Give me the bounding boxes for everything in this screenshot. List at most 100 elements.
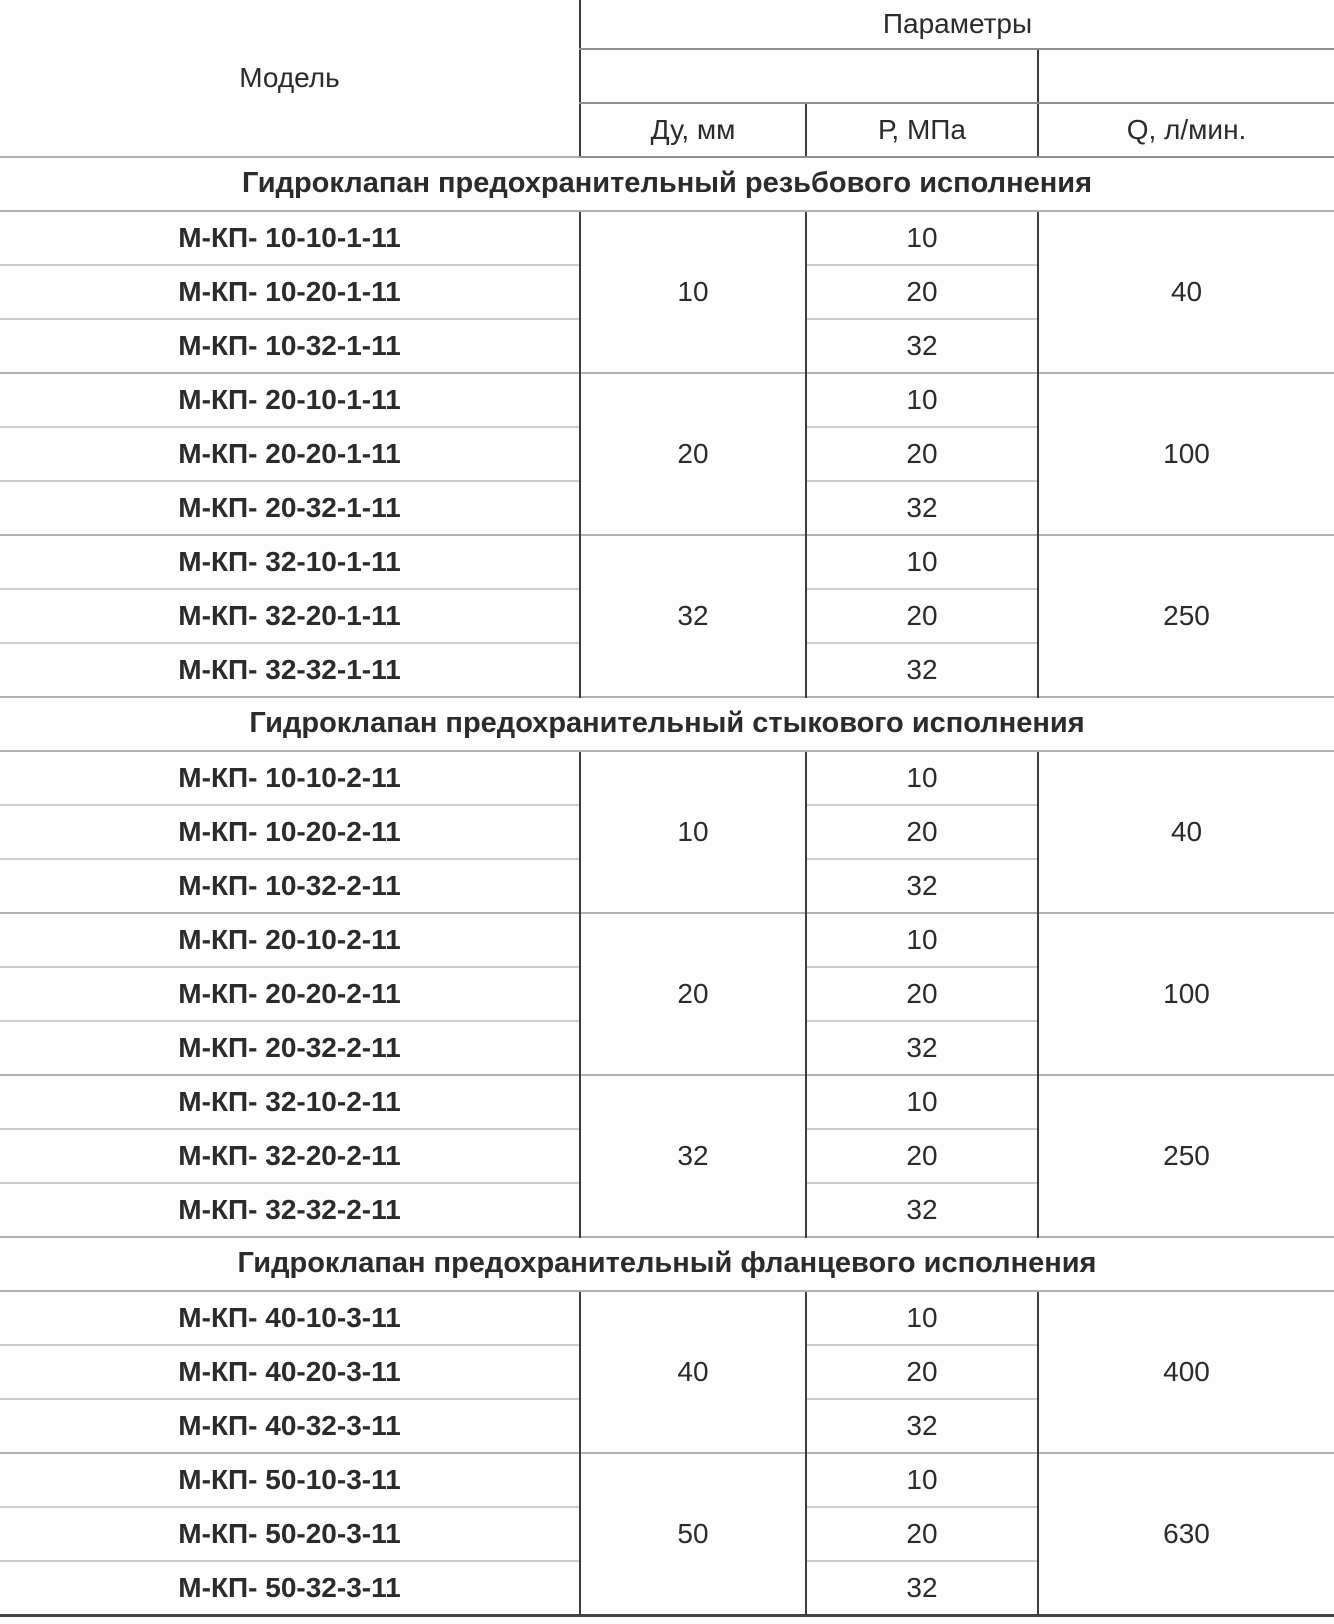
p-cell: 10 [805, 1452, 1038, 1507]
p-cell: 10 [805, 210, 1038, 265]
col-header-du: Ду, мм [579, 103, 806, 158]
du-cell: 32 [579, 534, 806, 697]
model-cell: М-КП- 32-10-1-11 [0, 534, 580, 589]
table-row: М-КП- 32-32-2-11 32 [0, 1182, 1334, 1237]
q-cell: 100 [1036, 912, 1334, 1075]
model-cell: М-КП- 40-32-3-11 [0, 1398, 580, 1453]
p-cell: 10 [805, 750, 1038, 805]
du-cell: 20 [579, 372, 806, 535]
section-title-row: Гидроклапан предохранительный резьбового… [0, 156, 1334, 212]
model-cell: М-КП- 10-20-1-11 [0, 264, 580, 319]
table-row: М-КП- 32-32-1-11 32 [0, 642, 1334, 697]
model-cell: М-КП- 20-32-2-11 [0, 1020, 580, 1075]
model-cell: М-КП- 50-20-3-11 [0, 1506, 580, 1561]
table-row: М-КП- 50-20-3-11 20 [0, 1506, 1334, 1561]
header-row-spacer [0, 49, 1334, 104]
q-cell: 630 [1036, 1452, 1334, 1615]
table-row: М-КП- 10-10-2-11 10 10 40 [0, 750, 1334, 913]
du-cell: 32 [579, 1074, 806, 1237]
header-row-top: Модель Параметры [0, 0, 1334, 93]
q-cell: 250 [1036, 1074, 1334, 1237]
model-cell: М-КП- 20-20-2-11 [0, 966, 580, 1021]
q-cell: 40 [1036, 750, 1334, 913]
table-row: М-КП- 10-20-2-11 20 [0, 804, 1334, 859]
model-cell: М-КП- 32-32-2-11 [0, 1182, 580, 1237]
col-header-p: Р, МПа [805, 103, 1038, 158]
model-cell: М-КП- 32-32-1-11 [0, 642, 580, 697]
p-cell: 20 [805, 966, 1038, 1021]
table-row: М-КП- 10-32-2-11 32 [0, 858, 1334, 913]
table-row: М-КП- 32-20-1-11 20 [0, 588, 1334, 643]
section-title: Гидроклапан предохранительный фланцевого… [0, 1236, 1334, 1292]
col-header-q: Q, л/мин. [1036, 103, 1334, 158]
du-cell: 20 [579, 912, 806, 1075]
model-cell: М-КП- 20-20-1-11 [0, 426, 580, 481]
p-cell: 32 [805, 858, 1038, 913]
q-cell: 100 [1036, 372, 1334, 535]
table-row: М-КП- 40-20-3-11 20 [0, 1344, 1334, 1399]
table-row: М-КП- 20-20-2-11 20 [0, 966, 1334, 1021]
p-cell: 32 [805, 1020, 1038, 1075]
table-row: М-КП- 32-10-1-11 32 10 250 [0, 534, 1334, 697]
table-row: М-КП- 20-20-1-11 20 [0, 426, 1334, 481]
du-cell: 50 [579, 1452, 806, 1615]
du-cell: 10 [579, 750, 806, 913]
table-row: М-КП- 20-10-1-11 20 10 100 [0, 372, 1334, 535]
model-cell: М-КП- 10-10-1-11 [0, 210, 580, 265]
p-cell: 20 [805, 1506, 1038, 1561]
p-cell: 20 [805, 1128, 1038, 1183]
model-cell: М-КП- 32-20-1-11 [0, 588, 580, 643]
p-cell: 10 [805, 1290, 1038, 1345]
q-cell: 40 [1036, 210, 1334, 373]
model-cell: М-КП- 32-10-2-11 [0, 1074, 580, 1129]
p-cell: 20 [805, 588, 1038, 643]
table-row: М-КП- 50-10-3-11 50 10 630 [0, 1452, 1334, 1615]
table-row: М-КП- 40-10-3-11 40 10 400 [0, 1290, 1334, 1453]
model-cell: М-КП- 50-10-3-11 [0, 1452, 580, 1507]
table-row: М-КП- 32-20-2-11 20 [0, 1128, 1334, 1183]
p-cell: 10 [805, 912, 1038, 967]
p-cell: 20 [805, 804, 1038, 859]
p-cell: 32 [805, 1560, 1038, 1615]
table-row: М-КП- 10-32-1-11 32 [0, 318, 1334, 373]
header-row-columns: Ду, мм Р, МПа Q, л/мин. [0, 103, 1334, 158]
header-spacer-cell-q [1036, 49, 1334, 104]
model-header-cell: Модель [239, 61, 340, 93]
model-cell: М-КП- 40-20-3-11 [0, 1344, 580, 1399]
p-cell: 20 [805, 264, 1038, 319]
params-header-cell: Параметры [578, 0, 1334, 50]
section-title-row: Гидроклапан предохранительный фланцевого… [0, 1236, 1334, 1292]
p-cell: 10 [805, 1074, 1038, 1129]
model-cell: М-КП- 40-10-3-11 [0, 1290, 580, 1345]
p-cell: 20 [805, 1344, 1038, 1399]
section-title: Гидроклапан предохранительный резьбового… [0, 156, 1334, 212]
p-cell: 32 [805, 1182, 1038, 1237]
p-cell: 32 [805, 642, 1038, 697]
table-row: М-КП- 40-32-3-11 32 [0, 1398, 1334, 1453]
model-cell: М-КП- 20-10-2-11 [0, 912, 580, 967]
model-cell: М-КП- 32-20-2-11 [0, 1128, 580, 1183]
model-cell: М-КП- 20-32-1-11 [0, 480, 580, 535]
q-cell: 400 [1036, 1290, 1334, 1453]
q-cell: 250 [1036, 534, 1334, 697]
p-cell: 32 [805, 480, 1038, 535]
model-cell: М-КП- 50-32-3-11 [0, 1560, 580, 1615]
model-cell: М-КП- 10-10-2-11 [0, 750, 580, 805]
model-cell: М-КП- 10-32-1-11 [0, 318, 580, 373]
table-row: М-КП- 10-20-1-11 20 [0, 264, 1334, 319]
p-cell: 32 [805, 1398, 1038, 1453]
model-cell: М-КП- 10-20-2-11 [0, 804, 580, 859]
section-title: Гидроклапан предохранительный стыкового … [0, 696, 1334, 752]
p-cell: 10 [805, 372, 1038, 427]
model-cell: М-КП- 20-10-1-11 [0, 372, 580, 427]
du-cell: 40 [579, 1290, 806, 1453]
model-cell: М-КП- 10-32-2-11 [0, 858, 580, 913]
p-cell: 20 [805, 426, 1038, 481]
table-row: М-КП- 10-10-1-11 10 10 40 [0, 210, 1334, 373]
section-title-row: Гидроклапан предохранительный стыкового … [0, 696, 1334, 752]
p-cell: 32 [805, 318, 1038, 373]
table-row: М-КП- 20-10-2-11 20 10 100 [0, 912, 1334, 1075]
table-row: М-КП- 20-32-1-11 32 [0, 480, 1334, 535]
du-cell: 10 [579, 210, 806, 373]
